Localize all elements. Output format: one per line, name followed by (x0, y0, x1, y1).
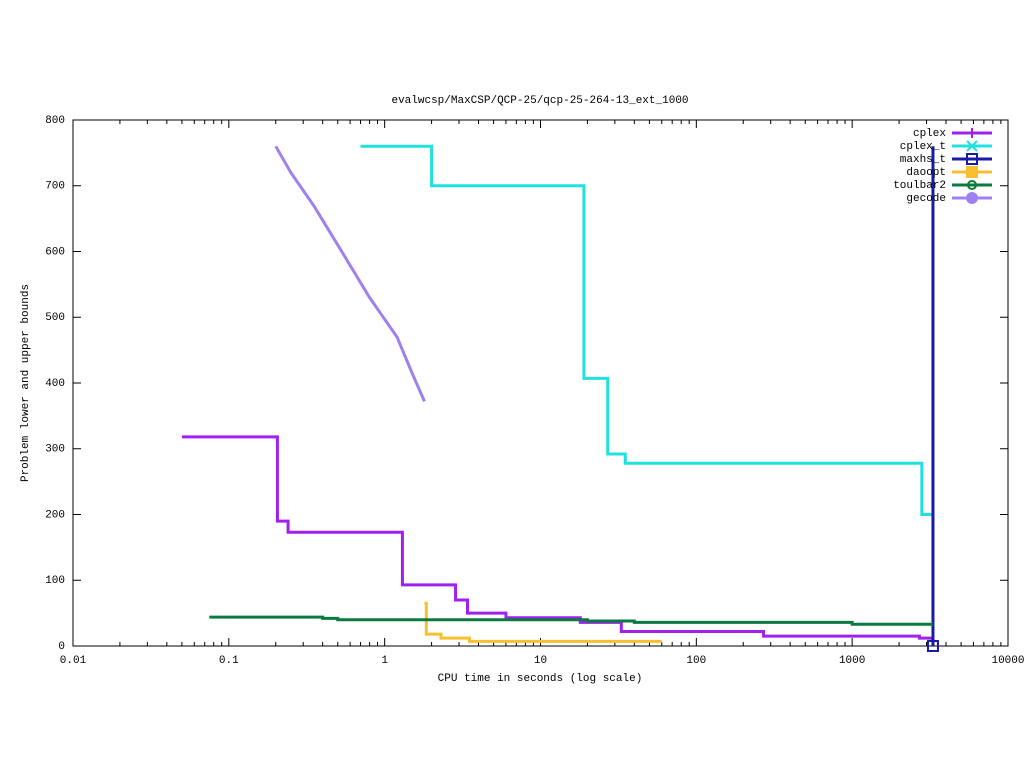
series-point (926, 640, 939, 652)
legend-marker (966, 140, 978, 152)
x-tick-label: 1000 (839, 655, 865, 667)
y-tick-label: 0 (58, 641, 65, 653)
legend-marker (966, 192, 978, 204)
x-tick-label: 1 (381, 655, 388, 667)
x-tick-label: 100 (686, 655, 706, 667)
x-axis-label: CPU time in seconds (log scale) (438, 673, 643, 685)
y-tick-label: 700 (45, 181, 65, 193)
legend-label: cplex_t (900, 141, 946, 153)
y-tick-label: 100 (45, 575, 65, 587)
y-tick-label: 800 (45, 115, 65, 127)
legend-marker (967, 180, 977, 190)
x-tick-label: 0.1 (219, 655, 239, 667)
series-line (274, 145, 426, 403)
y-tick-label: 600 (45, 246, 65, 258)
legend-label: maxhs_t (900, 154, 946, 166)
x-tick-label: 10000 (991, 655, 1024, 667)
y-tick-label: 200 (45, 509, 65, 521)
y-tick-label: 400 (45, 378, 65, 390)
legend-label: cplex (913, 128, 946, 140)
series-line (424, 601, 662, 643)
legend-label: daoopt (906, 167, 946, 179)
chart-title: evalwcsp/MaxCSP/QCP-25/qcp-25-264-13_ext… (391, 95, 688, 107)
x-tick-label: 0.01 (60, 655, 87, 667)
legend-marker (966, 166, 978, 178)
legend-marker (966, 153, 978, 165)
legend-label: gecode (906, 193, 946, 205)
y-axis-label: Problem lower and upper bounds (20, 284, 32, 482)
x-tick-label: 10 (534, 655, 547, 667)
series-line (360, 144, 933, 516)
series-line (209, 615, 933, 626)
legend-marker (967, 128, 977, 138)
y-tick-label: 500 (45, 312, 65, 324)
y-tick-label: 300 (45, 444, 65, 456)
legend-label: toulbar2 (893, 180, 946, 192)
series-line (181, 435, 935, 641)
